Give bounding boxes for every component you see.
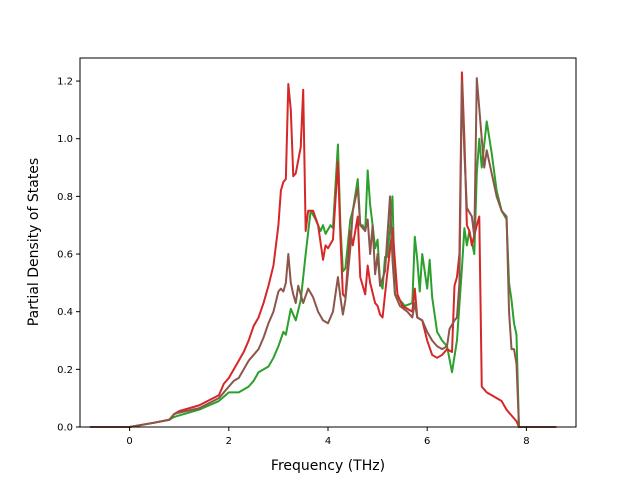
y-tick-label: 0.8 — [57, 192, 73, 203]
y-tick-label: 0.6 — [57, 250, 73, 261]
y-tick-label: 0.0 — [57, 423, 73, 434]
x-axis-label: Frequency (THz) — [271, 458, 385, 474]
y-tick-label: 0.2 — [57, 365, 73, 376]
x-tick-label: 0 — [126, 436, 132, 447]
x-tick-label: 4 — [325, 436, 331, 447]
y-axis-label: Partial Density of States — [26, 158, 42, 326]
series-line-3 — [89, 77, 557, 428]
y-axis-ticks: 0.0 0.2 0.4 0.6 0.8 1.0 1.2 — [57, 77, 80, 434]
x-tick-label: 6 — [424, 436, 430, 447]
y-tick-label: 0.4 — [57, 307, 73, 318]
y-tick-label: 1.0 — [57, 134, 73, 145]
series-line-1 — [89, 120, 557, 428]
plot-frame — [79, 57, 577, 428]
series-lines — [89, 71, 557, 428]
x-axis-ticks: 0 2 4 6 8 — [126, 427, 530, 447]
x-tick-label: 2 — [226, 436, 232, 447]
y-tick-label: 1.2 — [57, 77, 73, 88]
x-tick-label: 8 — [523, 436, 529, 447]
